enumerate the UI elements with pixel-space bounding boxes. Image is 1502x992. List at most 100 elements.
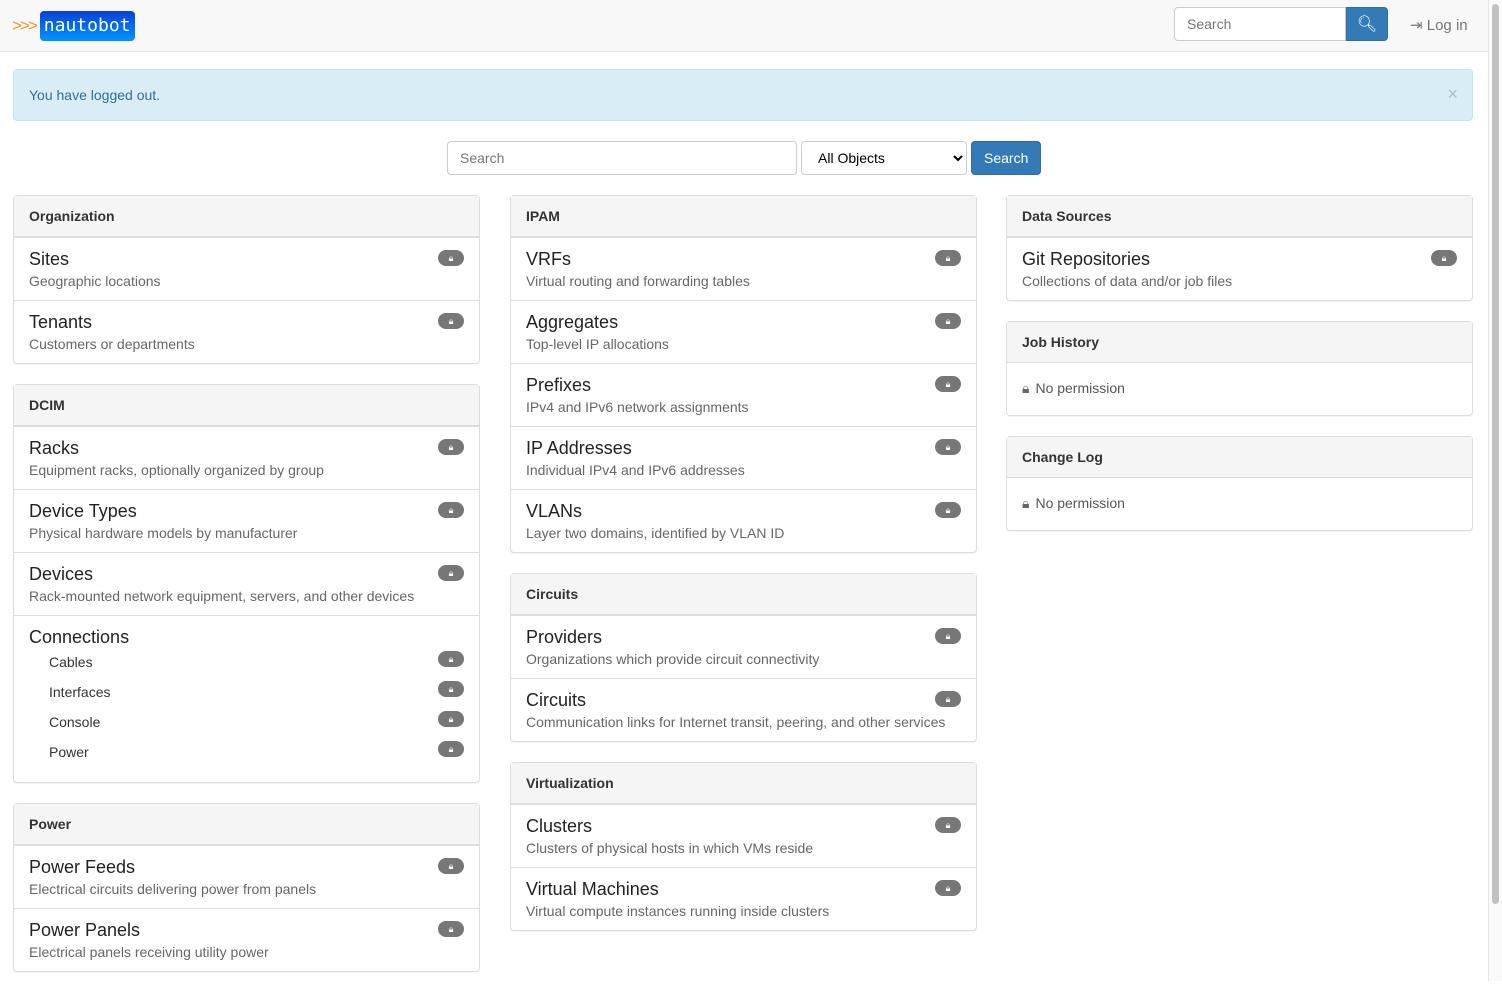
search-button[interactable]: Search	[971, 141, 1042, 175]
list-item-tenants: Tenants Customers or departments 🔒︎	[14, 300, 479, 363]
item-description: Clusters of physical hosts in which VMs …	[526, 840, 814, 856]
item-description: Electrical panels receiving utility powe…	[29, 944, 269, 960]
subitem-cables[interactable]: Cables 🔒︎	[29, 648, 464, 678]
navbar-search-input[interactable]	[1174, 7, 1346, 41]
panel-heading: Circuits	[511, 574, 976, 615]
panel-virtualization: Virtualization Clusters Clusters of physic…	[510, 762, 977, 931]
lock-icon: 🔒︎	[438, 565, 464, 581]
item-title[interactable]: Power Feeds	[29, 857, 136, 877]
search-input[interactable]	[447, 141, 797, 175]
subitem-power[interactable]: Power 🔒︎	[29, 738, 464, 768]
item-title[interactable]: Prefixes	[526, 375, 592, 395]
subitem-label: Power	[49, 744, 89, 760]
list-item-vrfs: VRFs Virtual routing and forwarding table…	[511, 237, 976, 300]
list-item-power-panels: Power Panels Electrical panels receiving …	[14, 908, 479, 971]
item-description: Physical hardware models by manufacturer	[29, 525, 298, 541]
lock-icon: 🔒︎	[935, 817, 961, 833]
no-permission-text: No permission	[1035, 495, 1125, 511]
panel-organization: Organization Sites Geographic locations 🔒︎ T…	[13, 195, 480, 364]
column-1: Organization Sites Geographic locations 🔒︎ T…	[13, 195, 480, 992]
item-title[interactable]: Git Repositories	[1022, 249, 1151, 269]
lock-icon: 🔒︎	[438, 858, 464, 874]
item-title[interactable]: Aggregates	[526, 312, 619, 332]
list-item-clusters: Clusters Clusters of physical hosts in wh…	[511, 804, 976, 867]
item-title[interactable]: Virtual Machines	[526, 879, 659, 899]
panel-heading: Organization	[14, 196, 479, 237]
navbar-search-button[interactable]: 🔍︎	[1346, 7, 1388, 41]
list-item-git-repositories: Git Repositories Collections of data and/…	[1007, 237, 1472, 300]
item-description: Rack-mounted network equipment, servers,…	[29, 588, 415, 604]
item-title[interactable]: Providers	[526, 627, 603, 647]
alert-message: You have logged out.	[29, 87, 161, 103]
item-title[interactable]: Connections	[29, 627, 130, 647]
item-title[interactable]: Tenants	[29, 312, 93, 332]
lock-icon: 🔒︎	[1431, 250, 1457, 266]
search-icon: 🔍︎	[1356, 16, 1378, 33]
subitem-interfaces[interactable]: Interfaces 🔒︎	[29, 678, 464, 708]
navbar: >>> nautobot 🔍︎ ⇥ Log in	[0, 0, 1502, 52]
lock-icon: 🔒︎	[935, 502, 961, 518]
lock-icon: 🔒︎	[438, 921, 464, 937]
item-description: Collections of data and/or job files	[1022, 273, 1233, 289]
item-title[interactable]: IP Addresses	[526, 438, 632, 458]
subitem-console[interactable]: Console 🔒︎	[29, 708, 464, 738]
list-item-device-types: Device Types Physical hardware models by …	[14, 489, 479, 552]
panel-heading: DCIM	[14, 385, 479, 426]
column-3: Data Sources Git Repositories Collections …	[1006, 195, 1473, 551]
item-title[interactable]: Clusters	[526, 816, 593, 836]
no-permission: 🔒︎ No permission	[1007, 363, 1472, 415]
item-title[interactable]: Racks	[29, 438, 80, 458]
lock-icon: 🔒︎	[935, 691, 961, 707]
lock-icon: 🔒︎	[935, 880, 961, 896]
panel-power: Power Power Feeds Electrical circuits deli…	[13, 803, 480, 972]
navbar-search: 🔍︎	[1174, 7, 1388, 41]
list-item-circuits: Circuits Communication links for Internet…	[511, 678, 976, 741]
item-description: Top-level IP allocations	[526, 336, 669, 352]
list-item-vlans: VLANs Layer two domains, identified by VL…	[511, 489, 976, 552]
list-item-sites: Sites Geographic locations 🔒︎	[14, 237, 479, 300]
panel-heading: IPAM	[511, 196, 976, 237]
list-item-ip-addresses: IP Addresses Individual IPv4 and IPv6 add…	[511, 426, 976, 489]
item-description: Virtual compute instances running inside…	[526, 903, 830, 919]
item-title[interactable]: VLANs	[526, 501, 583, 521]
no-permission-text: No permission	[1035, 380, 1125, 396]
item-title[interactable]: Circuits	[526, 690, 587, 710]
list-item-racks: Racks Equipment racks, optionally organiz…	[14, 426, 479, 489]
lock-icon: 🔒︎	[438, 681, 464, 697]
lock-icon: 🔒︎	[438, 502, 464, 518]
subitem-label: Console	[49, 714, 101, 730]
object-type-select[interactable]: All Objects	[801, 141, 967, 175]
item-title[interactable]: Device Types	[29, 501, 137, 521]
lock-icon: 🔒︎	[1022, 495, 1030, 511]
item-description: Customers or departments	[29, 336, 195, 352]
lock-icon: 🔒︎	[935, 250, 961, 266]
item-description: Virtual routing and forwarding tables	[526, 273, 750, 289]
panel-job-history: Job History 🔒︎ No permission	[1006, 321, 1473, 416]
close-icon[interactable]: ×	[1447, 84, 1458, 104]
logout-alert: You have logged out. ×	[13, 69, 1473, 121]
list-item-connections: Connections Cables 🔒︎ Interfaces 🔒︎ Console 🔒︎…	[14, 615, 479, 782]
subitem-label: Cables	[49, 654, 93, 670]
scrollbar-thumb[interactable]	[1492, 4, 1499, 904]
scrollbar[interactable]	[1488, 0, 1502, 981]
item-title[interactable]: Sites	[29, 249, 70, 269]
item-description: IPv4 and IPv6 network assignments	[526, 399, 749, 415]
login-link[interactable]: ⇥ Log in	[1410, 16, 1468, 34]
login-label: Log in	[1426, 17, 1468, 34]
list-item-devices: Devices Rack-mounted network equipment, s…	[14, 552, 479, 615]
subitem-label: Interfaces	[49, 684, 111, 700]
item-title[interactable]: VRFs	[526, 249, 571, 269]
brand-logo[interactable]: >>> nautobot	[12, 11, 135, 41]
lock-icon: 🔒︎	[438, 313, 464, 329]
login-icon: ⇥	[1410, 17, 1423, 34]
global-search: All Objects Search	[447, 141, 1042, 175]
item-description: Equipment racks, optionally organized by…	[29, 462, 324, 478]
item-description: Individual IPv4 and IPv6 addresses	[526, 462, 745, 478]
item-title[interactable]: Power Panels	[29, 920, 141, 940]
lock-icon: 🔒︎	[935, 439, 961, 455]
item-description: Layer two domains, identified by VLAN ID	[526, 525, 785, 541]
list-item-prefixes: Prefixes IPv4 and IPv6 network assignment…	[511, 363, 976, 426]
lock-icon: 🔒︎	[438, 250, 464, 266]
logo-chevrons-icon: >>>	[12, 16, 38, 35]
item-title[interactable]: Devices	[29, 564, 94, 584]
